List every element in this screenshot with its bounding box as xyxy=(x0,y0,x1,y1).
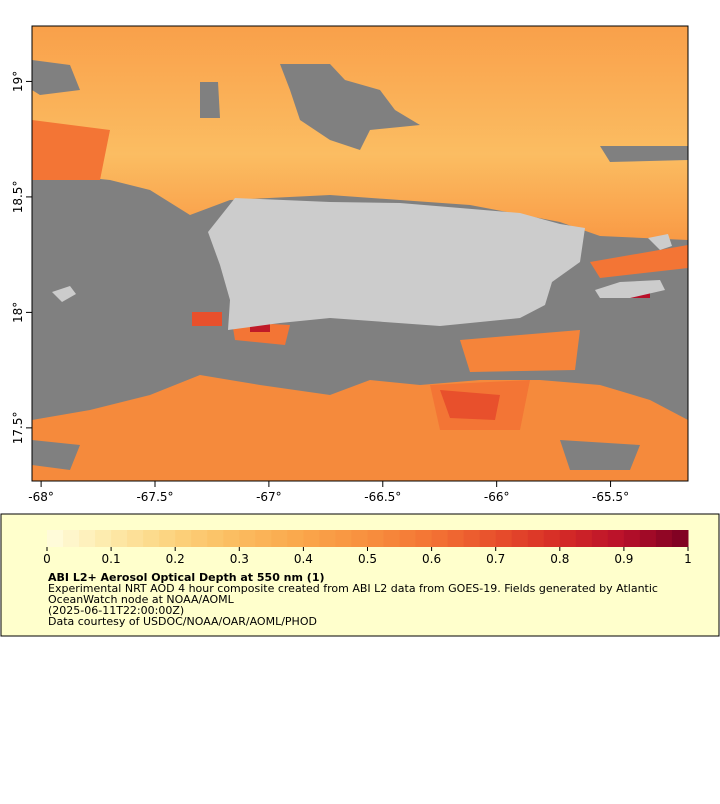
x-tick-label: -67° xyxy=(256,490,282,504)
colorbar-step xyxy=(399,530,417,547)
colorbar-step xyxy=(63,530,80,547)
no-data-patch xyxy=(280,64,420,150)
colorbar-step xyxy=(111,530,128,547)
colorbar-step xyxy=(127,530,144,547)
colorbar-step xyxy=(415,530,433,547)
legend-line: Experimental NRT AOD 4 hour composite cr… xyxy=(48,582,658,595)
island xyxy=(208,198,585,330)
colorbar-step xyxy=(79,530,96,547)
legend-line: Data courtesy of USDOC/NOAA/OAR/AOML/PHO… xyxy=(48,615,317,628)
colorbar-step xyxy=(287,530,304,547)
colorbar-step xyxy=(655,530,673,547)
colorbar-step xyxy=(207,530,224,547)
colorbar-step xyxy=(671,530,689,547)
colorbar-tick-label: 0.8 xyxy=(550,552,569,566)
colorbar-step xyxy=(575,530,593,547)
colorbar-tick-label: 0.2 xyxy=(166,552,185,566)
colorbar-step xyxy=(47,530,64,547)
x-tick-label: -66.5° xyxy=(364,490,401,504)
colorbar-step xyxy=(335,530,352,547)
y-tick-label: 19° xyxy=(11,71,25,92)
colorbar-tick-label: 0.5 xyxy=(358,552,377,566)
colorbar-tick-label: 0.3 xyxy=(230,552,249,566)
colorbar-step xyxy=(495,530,513,547)
colorbar-step xyxy=(479,530,497,547)
colorbar-tick-label: 0.7 xyxy=(486,552,505,566)
y-tick-label: 17.5° xyxy=(11,412,25,445)
no-data-patch xyxy=(32,60,80,95)
colorbar-step xyxy=(511,530,529,547)
colorbar-step xyxy=(543,530,561,547)
aod-field xyxy=(232,322,290,345)
x-tick-label: -65.5° xyxy=(592,490,629,504)
colorbar-step xyxy=(175,530,192,547)
colorbar-step xyxy=(559,530,577,547)
colorbar-tick-label: 1 xyxy=(684,552,692,566)
colorbar-step xyxy=(607,530,625,547)
y-tick-label: 18° xyxy=(11,302,25,323)
map-frame xyxy=(31,25,689,482)
x-tick-label: -67.5° xyxy=(136,490,173,504)
colorbar-step xyxy=(143,530,160,547)
no-data-patch xyxy=(600,146,688,162)
colorbar-step xyxy=(303,530,320,547)
aod-field xyxy=(440,390,500,420)
colorbar-step xyxy=(351,530,368,547)
colorbar-step xyxy=(95,530,112,547)
colorbar-step xyxy=(639,530,657,547)
colorbar-step xyxy=(463,530,481,547)
map-image xyxy=(32,26,688,481)
colorbar-step xyxy=(223,530,240,547)
aod-field xyxy=(250,322,270,332)
legend-line: (2025-06-11T22:00:00Z) xyxy=(48,604,184,617)
colorbar-step xyxy=(239,530,256,547)
colorbar-step xyxy=(527,530,545,547)
colorbar-step xyxy=(319,530,336,547)
colorbar-tick-label: 0.1 xyxy=(102,552,121,566)
island xyxy=(648,234,672,250)
y-tick-label: 18.5° xyxy=(11,181,25,214)
colorbar-step xyxy=(591,530,609,547)
colorbar-step xyxy=(255,530,272,547)
colorbar-step xyxy=(191,530,208,547)
colorbar-tick-label: 0 xyxy=(43,552,51,566)
x-tick-label: -66° xyxy=(484,490,510,504)
colorbar-tick-label: 0.4 xyxy=(294,552,313,566)
aod-field xyxy=(32,120,110,180)
aod-field xyxy=(192,312,222,326)
colorbar-step xyxy=(383,530,401,547)
no-data-patch xyxy=(200,82,220,118)
colorbar-tick-label: 0.6 xyxy=(422,552,441,566)
aod-field xyxy=(590,245,688,278)
colorbar-step xyxy=(367,530,385,547)
legend-line: OceanWatch node at NOAA/AOML xyxy=(48,593,235,606)
colorbar-step xyxy=(271,530,288,547)
no-data-patch xyxy=(560,440,640,470)
aod-field xyxy=(460,330,580,372)
colorbar-step xyxy=(447,530,465,547)
colorbar-step xyxy=(159,530,176,547)
colorbar-tick-label: 0.9 xyxy=(614,552,633,566)
x-tick-label: -68° xyxy=(28,490,54,504)
island xyxy=(595,280,665,298)
island xyxy=(52,286,76,302)
legend-title: ABI L2+ Aerosol Optical Depth at 550 nm … xyxy=(48,571,325,584)
colorbar-step xyxy=(431,530,449,547)
no-data-patch xyxy=(32,440,80,470)
colorbar-step xyxy=(623,530,641,547)
